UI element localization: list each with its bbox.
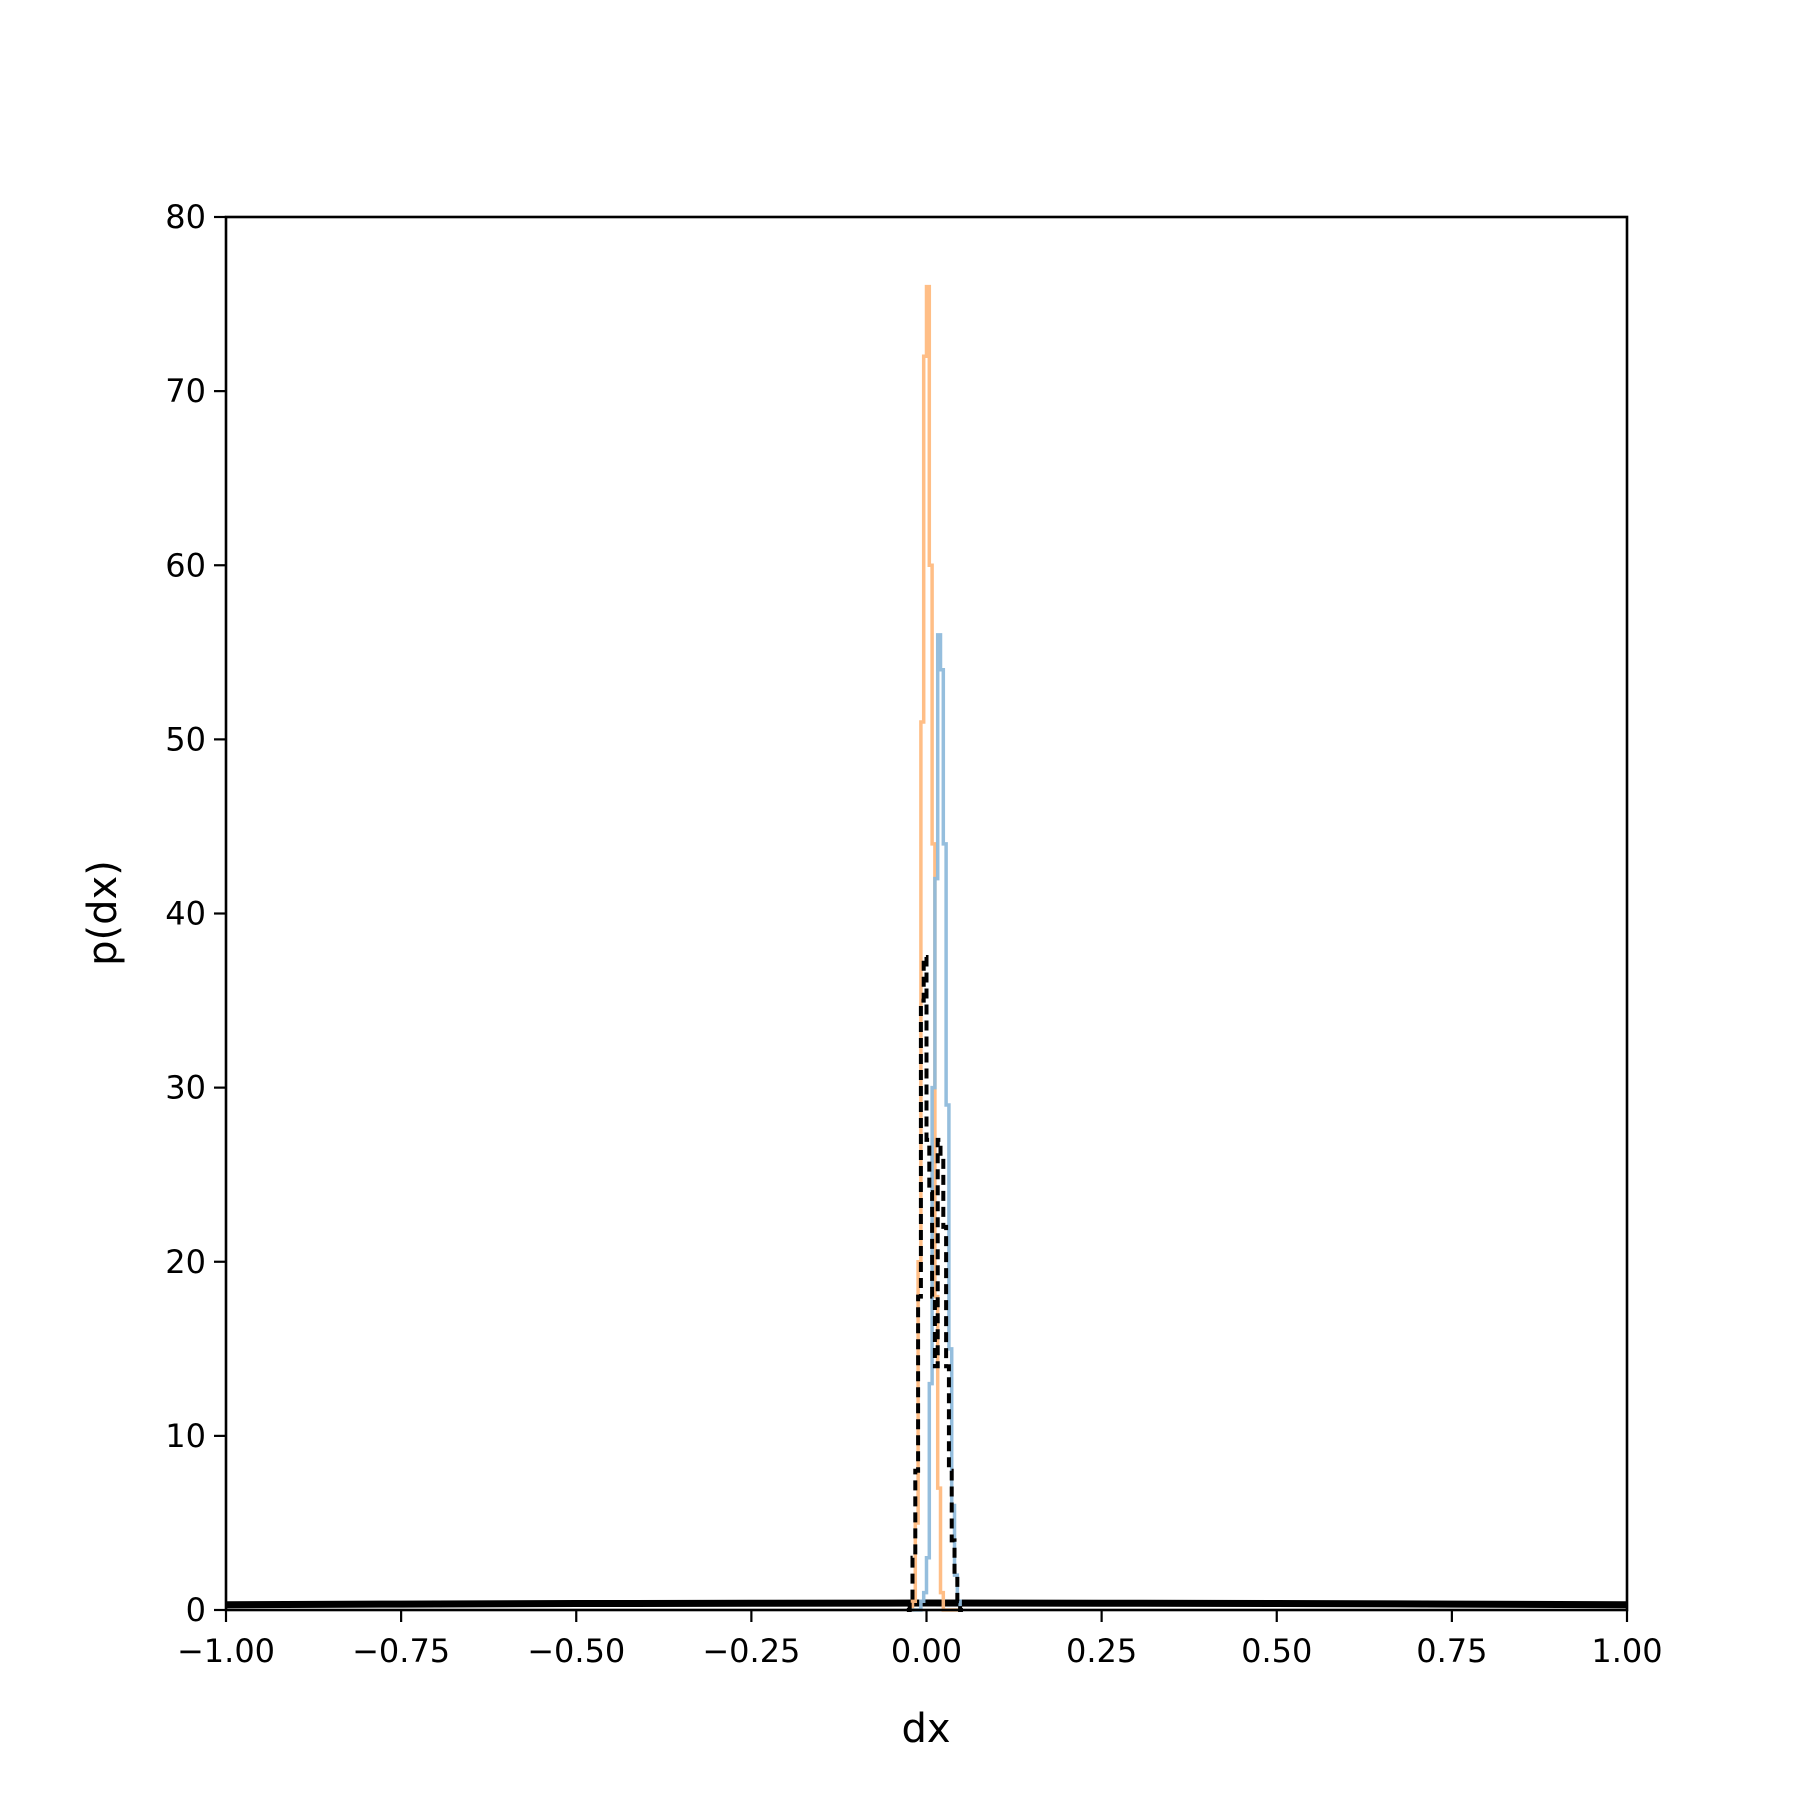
y-tick-label: 20 — [165, 1243, 206, 1281]
y-tick-label: 60 — [165, 546, 206, 584]
plot-area — [225, 284, 1628, 1612]
y-tick-label: 80 — [165, 198, 206, 236]
axes-frame — [224, 215, 1629, 1612]
x-tick-label: −1.00 — [177, 1632, 275, 1670]
y-tick-label: 0 — [186, 1591, 206, 1629]
y-tick-label: 40 — [165, 895, 206, 933]
x-tick-label: 0.00 — [891, 1632, 962, 1670]
y-tick-label: 70 — [165, 372, 206, 410]
y-axis: 0 10 20 30 40 50 60 70 80 — [165, 198, 226, 1629]
x-axis-label: dx — [901, 1706, 950, 1752]
x-tick-label: 0.50 — [1241, 1632, 1312, 1670]
y-tick-label: 50 — [165, 720, 206, 758]
histogram-series-1 — [906, 633, 963, 1612]
x-tick-label: −0.25 — [702, 1632, 800, 1670]
x-tick-label: −0.75 — [352, 1632, 450, 1670]
x-tick-label: 0.75 — [1416, 1632, 1487, 1670]
x-tick-label: −0.50 — [527, 1632, 625, 1670]
y-tick-label: 30 — [165, 1069, 206, 1107]
x-tick-label: 1.00 — [1591, 1632, 1662, 1670]
broad-curve — [225, 1599, 1628, 1609]
y-tick-label: 10 — [165, 1417, 206, 1455]
x-axis: −1.00 −0.75 −0.50 −0.25 0.00 0.25 0.50 0.75 1.00 — [177, 1610, 1663, 1670]
y-axis-label: p(dx) — [80, 860, 126, 966]
histogram-series-2 — [906, 955, 963, 1612]
x-tick-label: 0.25 — [1066, 1632, 1137, 1670]
